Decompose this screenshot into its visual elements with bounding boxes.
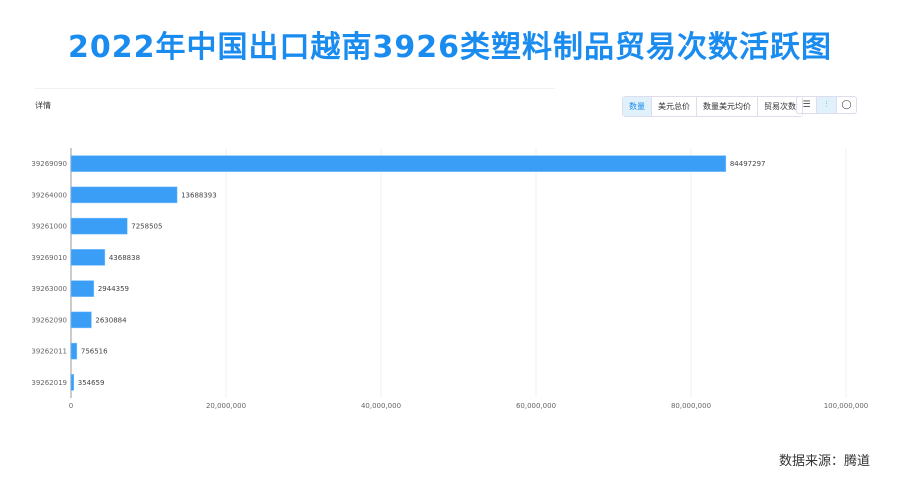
bar bbox=[70, 374, 74, 391]
data-label: 2630884 bbox=[95, 316, 127, 324]
y-tick-label: 39269090 bbox=[31, 160, 67, 168]
x-tick-label: 100,000,000 bbox=[824, 402, 869, 410]
bar-chart-icon[interactable]: ⫶ bbox=[817, 97, 837, 113]
bar bbox=[70, 155, 727, 172]
y-tick-label: 39262090 bbox=[31, 316, 67, 324]
tab-metric-0[interactable]: 数量 bbox=[623, 97, 652, 116]
y-tick-label: 39263000 bbox=[31, 285, 67, 293]
x-tick-label: 20,000,000 bbox=[206, 402, 246, 410]
y-tick-label: 39264000 bbox=[31, 191, 67, 199]
data-label: 7258505 bbox=[131, 223, 162, 231]
pie-chart-icon[interactable]: ◯ bbox=[841, 100, 852, 110]
data-label: 756516 bbox=[81, 348, 108, 356]
tab-metric-1[interactable]: 美元总价 bbox=[652, 97, 697, 116]
data-label: 354659 bbox=[78, 379, 105, 387]
y-tick-label: 39262011 bbox=[31, 348, 67, 356]
x-tick-label: 0 bbox=[69, 402, 73, 410]
tab-metric-3[interactable]: 贸易次数 bbox=[758, 97, 802, 116]
y-tick-label: 39261000 bbox=[31, 223, 67, 231]
bar bbox=[70, 311, 92, 329]
data-label: 84497297 bbox=[730, 160, 766, 168]
detail-label: 详情 bbox=[35, 101, 51, 110]
x-tick-label: 40,000,000 bbox=[361, 402, 401, 410]
page-title: 2022年中国出口越南3926类塑料制品贸易次数活跃图 bbox=[68, 30, 832, 65]
bar bbox=[70, 217, 128, 235]
view-switcher: ☰ ⫶ ◯ bbox=[796, 96, 857, 114]
metric-tabs: 数量 美元总价 数量美元均价 贸易次数 bbox=[622, 96, 803, 117]
data-label: 13688393 bbox=[181, 191, 217, 199]
x-tick-label: 80,000,000 bbox=[671, 402, 711, 410]
bar bbox=[70, 342, 78, 360]
data-source: 数据来源：腾道 bbox=[778, 454, 870, 469]
divider bbox=[35, 88, 555, 89]
bar bbox=[70, 280, 95, 297]
table-icon[interactable]: ☰ bbox=[797, 97, 817, 113]
data-label: 2944359 bbox=[98, 285, 129, 293]
y-tick-label: 39269010 bbox=[31, 254, 67, 262]
tab-metric-2[interactable]: 数量美元均价 bbox=[697, 97, 758, 116]
data-label: 4368838 bbox=[109, 254, 140, 262]
bar bbox=[70, 249, 106, 266]
x-tick-label: 60,000,000 bbox=[516, 402, 556, 410]
bar bbox=[70, 186, 178, 204]
y-tick-label: 39262019 bbox=[31, 379, 67, 387]
